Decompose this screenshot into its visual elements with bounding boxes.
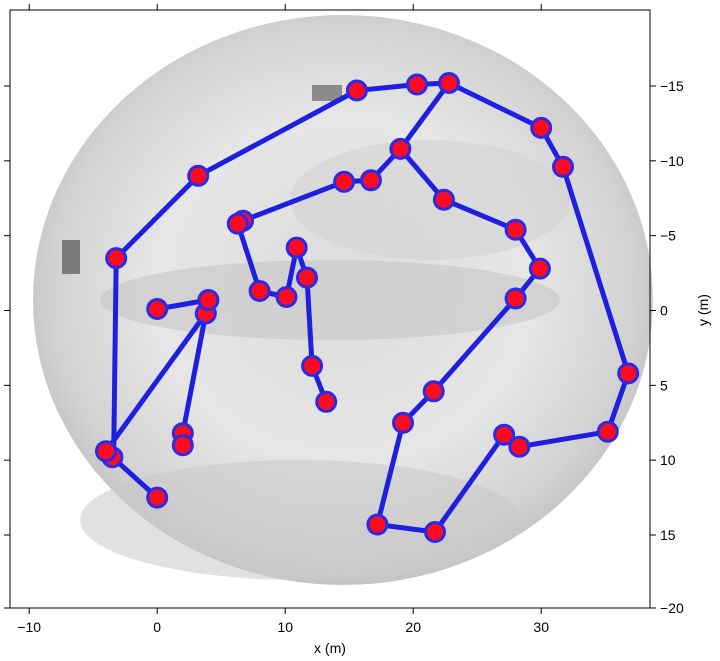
trajectory-point — [146, 486, 169, 509]
trajectory-point — [285, 236, 308, 259]
x-tick-label: 30 — [533, 619, 549, 635]
trajectory-point — [438, 72, 460, 94]
trajectory-line — [374, 80, 631, 535]
trajectory-point — [432, 188, 455, 211]
trajectory-point — [197, 289, 220, 311]
trajectory-point — [248, 280, 271, 302]
trajectory-point — [389, 137, 412, 160]
y-tick-label: −10 — [660, 153, 684, 169]
trajectory-point — [493, 423, 516, 446]
y-tick-label: 5 — [660, 377, 668, 393]
map-dark-upper — [290, 140, 570, 260]
trajectory-point — [95, 440, 117, 463]
trajectory-point — [392, 411, 414, 434]
trajectory-point — [315, 390, 338, 413]
y-tick-label: 10 — [660, 452, 676, 468]
trajectory-point — [187, 164, 210, 187]
trajectory-point — [617, 362, 640, 385]
map-dark-blob-left — [62, 240, 80, 274]
plot-frame — [9, 9, 651, 609]
trajectory-point — [530, 116, 553, 139]
trajectory-point — [508, 435, 531, 458]
y-tick-label: 15 — [660, 527, 676, 543]
x-tick-label: −10 — [17, 619, 41, 635]
x-axis-ticks: −10 0 10 20 30 — [17, 4, 549, 635]
trajectory-point — [596, 420, 619, 443]
trajectory-point — [275, 286, 298, 308]
trajectory-point — [296, 266, 318, 289]
x-tick-label: 0 — [153, 619, 161, 635]
map-dark-lower — [80, 460, 520, 580]
x-tick-label: 10 — [277, 619, 293, 635]
trajectory-point — [504, 287, 527, 310]
trajectory-markers — [95, 72, 640, 543]
x-tick-label: 20 — [405, 619, 421, 635]
map-dark-band — [100, 260, 560, 340]
trajectory-point — [366, 513, 389, 536]
trajectory-point — [424, 521, 446, 543]
y-tick-label: −15 — [660, 78, 684, 94]
trajectory-point — [345, 79, 368, 102]
trajectory-point — [528, 257, 551, 280]
x-axis-title: x (m) — [314, 640, 346, 656]
y-axis-ticks: −15 −10 −5 0 5 10 15 −20 — [4, 78, 684, 616]
y-tick-label: 0 — [660, 303, 668, 319]
trajectory-point — [226, 212, 249, 235]
trajectory-point — [301, 354, 324, 377]
trajectory-point — [552, 155, 574, 178]
trajectory-point — [146, 298, 169, 320]
trajectory-point — [406, 73, 428, 96]
trajectory-point — [360, 169, 382, 192]
y-tick-label: −20 — [660, 600, 684, 616]
trajectory-point — [171, 434, 194, 457]
trajectory-point — [504, 218, 527, 241]
trajectory-point — [333, 170, 356, 193]
y-tick-label: −5 — [660, 228, 676, 244]
y-axis-title: y (m) — [695, 294, 711, 326]
trajectory-point — [105, 247, 128, 270]
map-dark-blob-top — [312, 85, 342, 101]
trajectory-point — [422, 380, 445, 403]
